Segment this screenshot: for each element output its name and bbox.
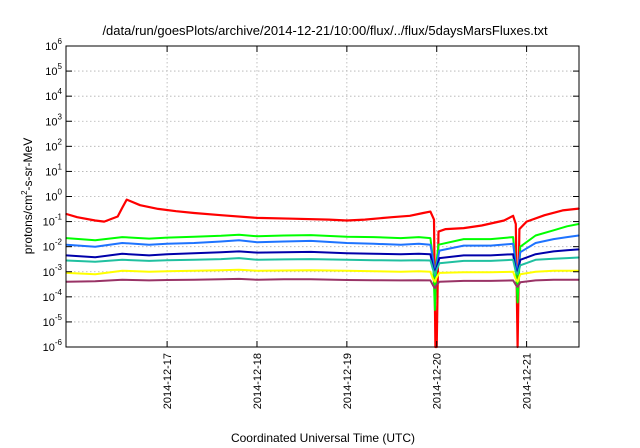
y-tick-label: 106 [45,37,62,53]
x-tick-label: 2014-12-20 [432,353,444,409]
data-series [65,198,580,349]
series-line-7 [65,277,580,290]
y-tick-label: 10-1 [43,213,63,229]
y-tick-label: 10-4 [43,288,63,304]
y-tick-label: 101 [45,162,62,178]
grid [66,46,579,347]
y-tick-label: 105 [45,62,62,78]
chart-title: /data/run/goesPlots/archive/2014-12-21/1… [102,23,548,38]
series-line-5 [65,256,580,276]
y-tick-label: 103 [45,112,62,128]
y-tick-label: 104 [45,87,62,103]
series-line-6 [65,268,580,283]
series-line-1 [65,198,580,349]
y-tick-label: 102 [45,137,62,153]
x-tick-label: 2014-12-21 [522,353,534,409]
y-axis-label-main: protons/cm [21,195,35,254]
x-tick-label: 2014-12-19 [342,353,354,409]
x-axis: 2014-12-17 2014-12-18 2014-12-19 2014-12-20… [162,46,534,409]
series-line-2 [65,223,580,311]
y-tick-label: 10-3 [43,263,63,279]
y-tick-label: 10-5 [43,313,63,329]
x-tick-label: 2014-12-18 [252,353,264,409]
y-tick-label: 10-2 [43,238,63,254]
y-tick-label: 10-6 [43,338,63,354]
y-axis-label-rest: -s-sr-MeV [21,138,35,191]
y-axis-label: protons/cm2-s-sr-MeV [20,138,35,254]
y-axis: 10-6 10-5 10-4 10-3 10-2 10-1 100 101 102 103 104 1… [43,37,579,354]
x-axis-label: Coordinated Universal Time (UTC) [231,431,415,445]
y-tick-label: 100 [45,188,62,204]
x-tick-label: 2014-12-17 [162,353,174,409]
y-axis-label-sup: 2 [20,190,29,195]
